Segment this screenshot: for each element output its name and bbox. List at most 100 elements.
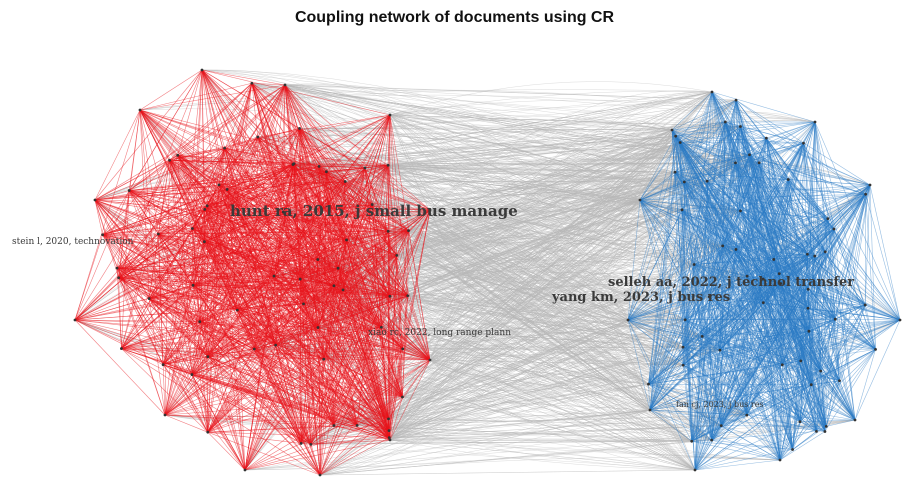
red-cluster-node bbox=[74, 319, 77, 322]
red-cluster-node bbox=[387, 230, 390, 233]
red-cluster-node bbox=[148, 297, 151, 300]
red-cluster-node bbox=[387, 164, 390, 167]
red-cluster-node bbox=[198, 320, 201, 323]
blue-cluster-node bbox=[810, 383, 813, 386]
red-cluster-node bbox=[356, 424, 359, 427]
blue-cluster-node bbox=[721, 244, 724, 247]
blue-cluster-node bbox=[671, 129, 674, 132]
red-cluster-node bbox=[206, 355, 209, 358]
blue-cluster-node bbox=[639, 199, 642, 202]
blue-cluster-node bbox=[674, 135, 677, 138]
red-cluster-node bbox=[401, 347, 404, 350]
red-cluster-node bbox=[364, 167, 367, 170]
blue-cluster-node bbox=[681, 208, 684, 211]
red-cluster-node bbox=[429, 359, 432, 362]
blue-cluster-node bbox=[720, 424, 723, 427]
blue-cluster-node bbox=[745, 414, 748, 417]
node-label-yang: yang km, 2023, j bus res bbox=[551, 290, 730, 305]
red-cluster-node bbox=[318, 165, 321, 168]
red-cluster-node bbox=[388, 436, 391, 439]
red-cluster-node bbox=[387, 417, 390, 420]
blue-cluster-node bbox=[683, 181, 686, 184]
blue-cluster-node bbox=[787, 178, 790, 181]
node-label-hunt: hunt ra, 2015, j small bus manage bbox=[230, 202, 518, 220]
red-cluster-node bbox=[192, 284, 195, 287]
red-cluster-node bbox=[120, 347, 123, 350]
red-cluster-node bbox=[116, 267, 119, 270]
blue-cluster-node bbox=[710, 439, 713, 442]
red-cluster-node bbox=[284, 84, 287, 87]
blue-cluster-node bbox=[814, 121, 817, 124]
blue-cluster-node bbox=[869, 184, 872, 187]
red-cluster-node bbox=[274, 344, 277, 347]
red-cluster-node bbox=[128, 189, 131, 192]
diagram-title: Coupling network of documents using CR bbox=[0, 9, 909, 27]
red-cluster-node bbox=[293, 162, 296, 165]
red-cluster-node bbox=[206, 431, 209, 434]
node-label-stein: stein l, 2020, technovation bbox=[12, 237, 134, 247]
red-cluster-node bbox=[309, 443, 312, 446]
red-cluster-node bbox=[218, 183, 221, 186]
blue-cluster-node bbox=[819, 370, 822, 373]
red-cluster-node bbox=[253, 348, 256, 351]
blue-cluster-node bbox=[739, 209, 742, 212]
red-cluster-node bbox=[406, 294, 409, 297]
blue-cluster-node bbox=[799, 420, 802, 423]
blue-cluster-node bbox=[838, 379, 841, 382]
red-cluster-node bbox=[298, 127, 301, 130]
red-cluster-node bbox=[164, 414, 167, 417]
blue-cluster-node bbox=[779, 459, 782, 462]
node-label-xiao: xiao rc, 2022, long range plann bbox=[368, 328, 511, 338]
red-cluster-node bbox=[191, 373, 194, 376]
red-cluster-node bbox=[388, 429, 391, 432]
red-cluster-node bbox=[332, 424, 335, 427]
blue-cluster-node bbox=[693, 263, 696, 266]
red-cluster-node bbox=[345, 239, 348, 242]
red-cluster-node bbox=[401, 396, 404, 399]
blue-cluster-node bbox=[808, 330, 811, 333]
blue-cluster-node bbox=[647, 383, 650, 386]
blue-cluster-node bbox=[864, 304, 867, 307]
blue-cluster-node bbox=[734, 161, 737, 164]
blue-cluster-node bbox=[724, 121, 727, 124]
blue-cluster-node bbox=[806, 253, 809, 256]
blue-cluster-node bbox=[649, 409, 652, 412]
blue-cluster-node bbox=[824, 430, 827, 433]
red-cluster-node bbox=[322, 358, 325, 361]
red-cluster-node bbox=[273, 275, 276, 278]
red-cluster-node bbox=[389, 114, 392, 117]
blue-cluster-node bbox=[874, 348, 877, 351]
red-cluster-node bbox=[94, 199, 97, 202]
blue-cluster-node bbox=[735, 99, 738, 102]
red-cluster-node bbox=[300, 442, 303, 445]
red-cluster-node bbox=[407, 229, 410, 232]
blue-cluster-node bbox=[762, 301, 765, 304]
red-cluster-node bbox=[226, 188, 229, 191]
blue-cluster-node bbox=[833, 228, 836, 231]
blue-cluster-node bbox=[799, 360, 802, 363]
blue-cluster-node bbox=[802, 142, 805, 145]
blue-cluster-node bbox=[679, 141, 682, 144]
red-cluster-node bbox=[302, 302, 305, 305]
blue-cluster-node bbox=[719, 349, 722, 352]
node-label-fan: fan cj, 2023, j bus res bbox=[676, 400, 764, 409]
red-cluster-node bbox=[333, 284, 336, 287]
blue-cluster-node bbox=[711, 91, 714, 94]
node-label-selleh: selleh aa, 2022, j technol transfer bbox=[608, 275, 854, 290]
red-cluster-node bbox=[299, 278, 302, 281]
red-cluster-node bbox=[316, 258, 319, 261]
red-cluster-node bbox=[203, 240, 206, 243]
red-cluster-node bbox=[256, 136, 259, 139]
red-cluster-node bbox=[162, 363, 165, 366]
blue-cluster-node bbox=[739, 125, 742, 128]
blue-cluster-node bbox=[815, 430, 818, 433]
red-cluster-node bbox=[325, 170, 328, 173]
blue-cluster-node bbox=[834, 318, 837, 321]
red-cluster-node bbox=[344, 180, 347, 183]
red-cluster-node bbox=[244, 469, 247, 472]
blue-cluster-node bbox=[748, 153, 751, 156]
blue-cluster-node bbox=[824, 250, 827, 253]
blue-cluster-node bbox=[735, 248, 738, 251]
